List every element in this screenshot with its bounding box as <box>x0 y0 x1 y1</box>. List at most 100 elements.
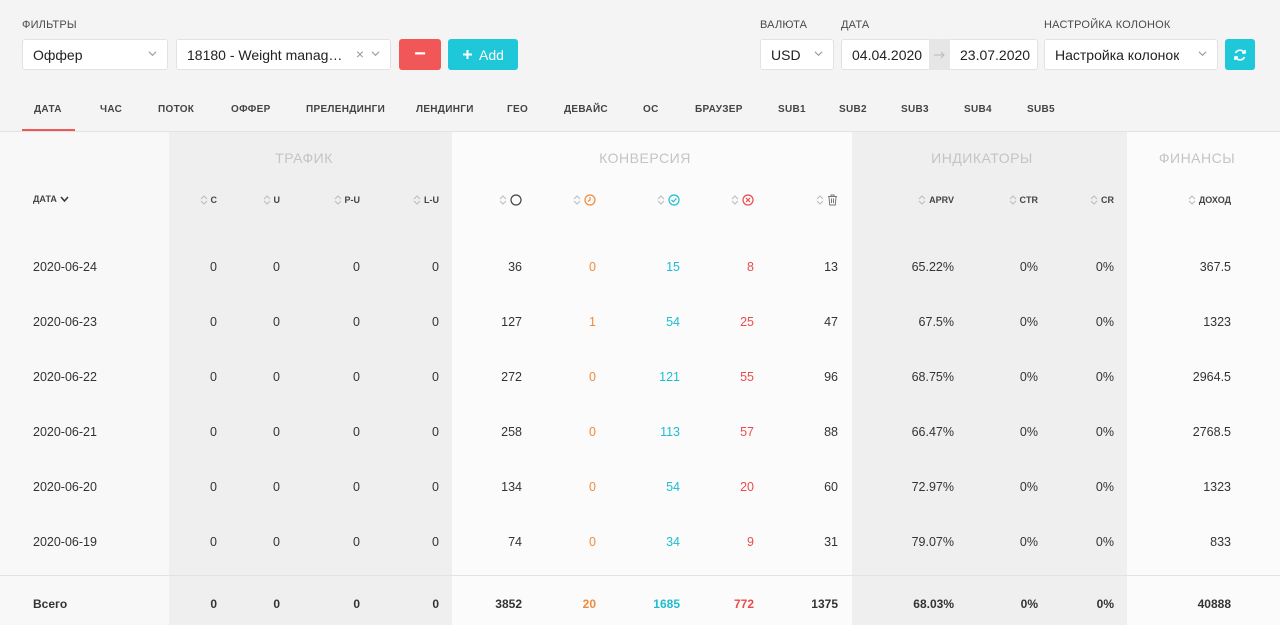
cell-trash: 60 <box>824 480 838 494</box>
header-pending[interactable] <box>573 194 596 206</box>
add-filter-label: Add <box>479 46 504 63</box>
sort-icon <box>1090 195 1098 205</box>
header-pu[interactable]: P-U <box>334 194 361 206</box>
date-to-value: 23.07.2020 <box>960 46 1031 63</box>
header-pu-label: P-U <box>344 195 361 205</box>
refresh-button[interactable] <box>1225 39 1255 70</box>
table-row[interactable]: 2020-06-20 0 0 0 0 134 0 54 20 60 72.97%… <box>0 460 1280 515</box>
indicators-band <box>852 132 1127 625</box>
cell-u: 0 <box>273 260 280 274</box>
chevron-down-icon <box>148 51 157 57</box>
date-label: ДАТА <box>841 19 870 31</box>
cell-rejected: 55 <box>740 370 754 384</box>
total-ctr: 0% <box>1020 597 1038 611</box>
totals-row: Всего 0 0 0 0 3852 20 1685 772 1375 68.0… <box>0 575 1280 625</box>
header-income[interactable]: ДОХОД <box>1188 194 1231 206</box>
tab-offer[interactable]: ОФФЕР <box>231 104 271 115</box>
cell-pending: 0 <box>589 425 596 439</box>
header-aprv[interactable]: APRV <box>918 194 954 206</box>
cell-date: 2020-06-23 <box>33 315 97 329</box>
cell-ctr: 0% <box>1019 535 1038 549</box>
header-lu[interactable]: L-U <box>413 194 439 206</box>
tab-prelandings[interactable]: ПРЕЛЕНДИНГИ <box>306 104 386 115</box>
totals-label: Всего <box>33 597 68 611</box>
tab-landings[interactable]: ЛЕНДИНГИ <box>416 104 474 115</box>
columns-setting-select[interactable]: Настройка колонок <box>1044 39 1218 70</box>
cell-rejected: 9 <box>747 535 754 549</box>
table-row[interactable]: 2020-06-24 0 0 0 0 36 0 15 8 13 65.22% 0… <box>0 240 1280 295</box>
filter-value-text: 18180 - Weight manager - … <box>187 46 346 63</box>
tab-sub2[interactable]: SUB2 <box>839 104 867 115</box>
cell-lu: 0 <box>432 260 439 274</box>
filter-field-select[interactable]: Оффер <box>22 39 168 70</box>
header-ctr[interactable]: CTR <box>1009 194 1038 206</box>
cell-total: 74 <box>508 535 522 549</box>
cell-ctr: 0% <box>1019 315 1038 329</box>
total-income: 40888 <box>1197 597 1231 611</box>
cell-total: 127 <box>501 315 522 329</box>
currency-label: ВАЛЮТА <box>760 19 808 31</box>
header-c-label: C <box>210 195 218 205</box>
plus-icon <box>463 50 473 59</box>
header-aprv-label: APRV <box>929 195 954 205</box>
tab-sub5[interactable]: SUB5 <box>1027 104 1055 115</box>
columns-setting-value: Настройка колонок <box>1055 46 1180 63</box>
filter-value-select[interactable]: 18180 - Weight manager - … × <box>176 39 391 70</box>
cell-pu: 0 <box>353 480 360 494</box>
add-filter-button[interactable]: Add <box>448 39 518 70</box>
tab-sub3[interactable]: SUB3 <box>901 104 929 115</box>
currency-value: USD <box>771 46 801 63</box>
tab-geo[interactable]: ГЕО <box>507 104 529 115</box>
header-approved[interactable] <box>657 194 680 206</box>
cell-cr: 0% <box>1095 480 1114 494</box>
cell-income: 1323 <box>1203 315 1231 329</box>
currency-select[interactable]: USD <box>760 39 834 70</box>
cell-aprv: 67.5% <box>918 315 954 329</box>
tab-sub4[interactable]: SUB4 <box>964 104 992 115</box>
table-body: 2020-06-24 0 0 0 0 36 0 15 8 13 65.22% 0… <box>0 218 1280 574</box>
date-from-value: 04.04.2020 <box>852 46 923 63</box>
cell-lu: 0 <box>432 370 439 384</box>
tab-os[interactable]: ОС <box>643 104 659 115</box>
table-row[interactable]: 2020-06-22 0 0 0 0 272 0 121 55 96 68.75… <box>0 350 1280 405</box>
header-cr[interactable]: CR <box>1090 194 1114 206</box>
cell-income: 2768.5 <box>1192 425 1231 439</box>
filter-field-value: Оффер <box>33 46 83 63</box>
cell-approved: 54 <box>666 480 680 494</box>
tab-sub1[interactable]: SUB1 <box>778 104 806 115</box>
chevron-down-icon <box>1198 51 1207 57</box>
table-row[interactable]: 2020-06-21 0 0 0 0 258 0 113 57 88 66.47… <box>0 405 1280 460</box>
date-to-input[interactable]: 23.07.2020 <box>950 39 1038 70</box>
cell-ctr: 0% <box>1019 370 1038 384</box>
header-c[interactable]: C <box>200 194 218 206</box>
header-trash[interactable] <box>816 194 838 206</box>
header-date[interactable]: ДАТА <box>33 194 69 204</box>
total-cr: 0% <box>1096 597 1114 611</box>
header-rejected[interactable] <box>731 194 754 206</box>
header-u-label: U <box>273 195 281 205</box>
tab-browser[interactable]: БРАУЗЕР <box>695 104 743 115</box>
remove-filter-button[interactable]: − <box>399 39 441 70</box>
cell-trash: 96 <box>824 370 838 384</box>
clear-filter-icon[interactable]: × <box>355 46 364 62</box>
tab-stream[interactable]: ПОТОК <box>158 104 195 115</box>
cell-date: 2020-06-22 <box>33 370 97 384</box>
header-total[interactable] <box>499 194 522 206</box>
cell-rejected: 25 <box>740 315 754 329</box>
cell-c: 0 <box>210 260 217 274</box>
cell-ctr: 0% <box>1019 425 1038 439</box>
cell-pending: 0 <box>589 370 596 384</box>
table-row[interactable]: 2020-06-19 0 0 0 0 74 0 34 9 31 79.07% 0… <box>0 515 1280 570</box>
sort-icon <box>334 195 341 205</box>
tab-date[interactable]: ДАТА <box>34 104 62 115</box>
cell-pending: 0 <box>589 480 596 494</box>
header-u[interactable]: U <box>263 194 281 206</box>
cell-pu: 0 <box>353 425 360 439</box>
date-from-input[interactable]: 04.04.2020 <box>841 39 929 70</box>
tab-hour[interactable]: ЧАС <box>100 104 123 115</box>
tab-device[interactable]: ДЕВАЙС <box>564 104 608 115</box>
group-conversion: КОНВЕРСИЯ <box>599 150 691 166</box>
sort-icon <box>499 195 507 205</box>
group-finance: ФИНАНСЫ <box>1158 150 1236 166</box>
table-row[interactable]: 2020-06-23 0 0 0 0 127 1 54 25 47 67.5% … <box>0 295 1280 350</box>
